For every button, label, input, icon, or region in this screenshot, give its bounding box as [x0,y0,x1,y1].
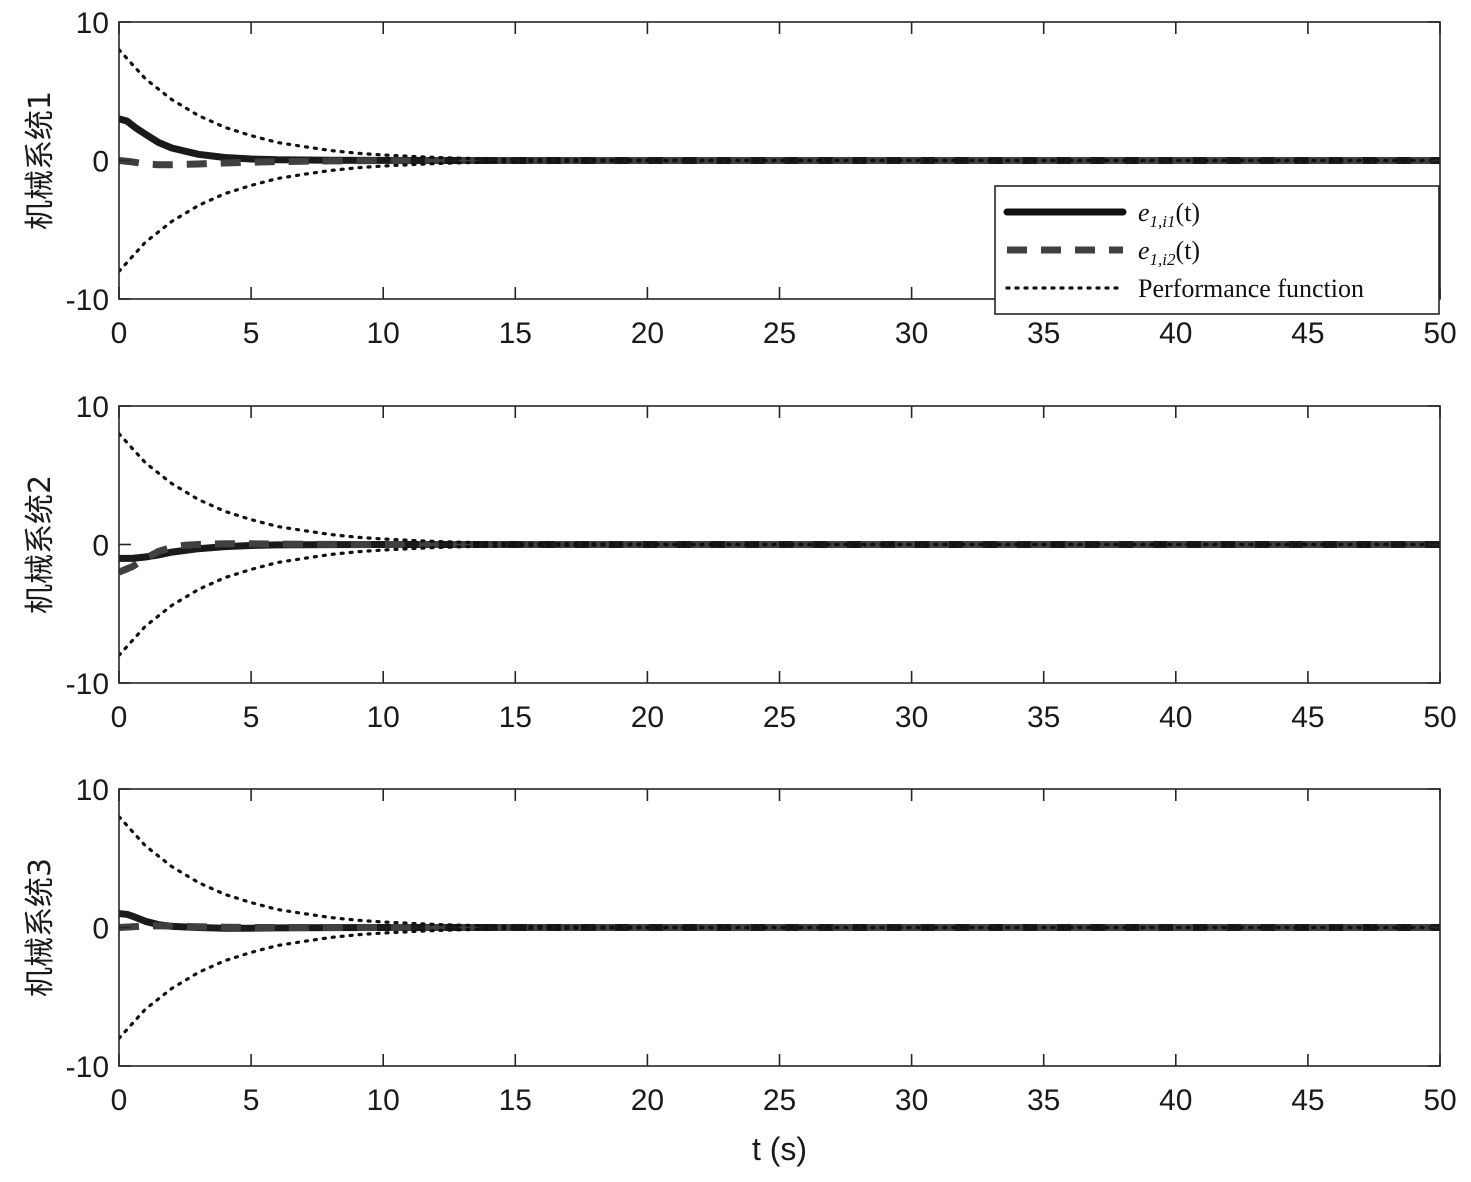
series-line-dotted-4 [119,542,1440,657]
y-axis-label: 机械系统3 [23,858,58,997]
x-tick-label: 20 [631,317,664,350]
series-group [119,48,1440,273]
legend-label-tail: (t) [1176,198,1201,227]
series-line-dotted-4 [119,925,1440,1040]
x-tick-label: 25 [763,1084,796,1117]
series-line-dotted-3 [119,432,1440,547]
legend-label-main: e [1138,198,1150,227]
legend-label: e1,i1(t) [1138,198,1200,231]
series-group [119,815,1440,1040]
x-tick-label: 30 [895,701,928,734]
y-tick-label: -10 [66,668,109,701]
y-axis-label: 机械系统2 [23,475,58,614]
x-tick-label: 25 [763,317,796,350]
x-tick-label: 15 [499,317,532,350]
series-line-dotted-3 [119,48,1440,163]
y-tick-label: -10 [66,284,109,317]
x-tick-label: 35 [1027,317,1060,350]
x-tick-label: 0 [111,317,128,350]
x-tick-label: 35 [1027,1084,1060,1117]
x-tick-label: 5 [243,317,260,350]
x-tick-label: 50 [1423,317,1456,350]
legend-label: e1,i2(t) [1138,236,1200,269]
x-tick-label: 5 [243,1084,260,1117]
x-tick-label: 40 [1159,701,1192,734]
x-tick-label: 10 [367,1084,400,1117]
y-tick-label: 0 [92,913,109,946]
x-tick-label: 40 [1159,1084,1192,1117]
x-axis-label: t (s) [752,1131,807,1167]
legend-label: Performance function [1138,274,1364,303]
x-tick-label: 15 [499,1084,532,1117]
y-tick-label: 10 [76,774,109,807]
x-tick-label: 50 [1423,701,1456,734]
series-line-dotted-3 [119,815,1440,930]
x-tick-label: 20 [631,1084,664,1117]
y-axis-label: 机械系统1 [23,91,58,230]
y-tick-label: 0 [92,146,109,179]
x-tick-label: 20 [631,701,664,734]
series-line-dashed-2 [119,157,1440,169]
x-tick-label: 10 [367,317,400,350]
series-line-dotted-4 [119,158,1440,273]
legend: e1,i1(t)e1,i2(t)Performance function [994,185,1440,315]
y-tick-label: 0 [92,530,109,563]
x-tick-label: 35 [1027,701,1060,734]
y-tick-label: -10 [66,1051,109,1084]
x-tick-label: 45 [1291,701,1324,734]
series-line-dashed-2 [119,922,1440,931]
x-tick-label: 0 [111,701,128,734]
x-tick-label: 30 [895,317,928,350]
x-tick-label: 45 [1291,317,1324,350]
legend-label-main: e [1138,236,1150,265]
legend-label-sub: 1,i1 [1150,212,1176,231]
legend-label-tail: (t) [1176,236,1201,265]
x-tick-label: 30 [895,1084,928,1117]
legend-box [994,185,1440,315]
x-tick-label: 10 [367,701,400,734]
x-tick-label: 15 [499,701,532,734]
x-tick-label: 45 [1291,1084,1324,1117]
x-tick-label: 5 [243,701,260,734]
y-tick-label: 10 [76,7,109,40]
x-tick-label: 25 [763,701,796,734]
x-tick-label: 0 [111,1084,128,1117]
x-tick-label: 50 [1423,1084,1456,1117]
series-group [119,432,1440,657]
x-tick-label: 40 [1159,317,1192,350]
series-line-solid-1 [119,115,1440,164]
y-tick-label: 10 [76,391,109,424]
legend-label-sub: 1,i2 [1150,250,1176,269]
